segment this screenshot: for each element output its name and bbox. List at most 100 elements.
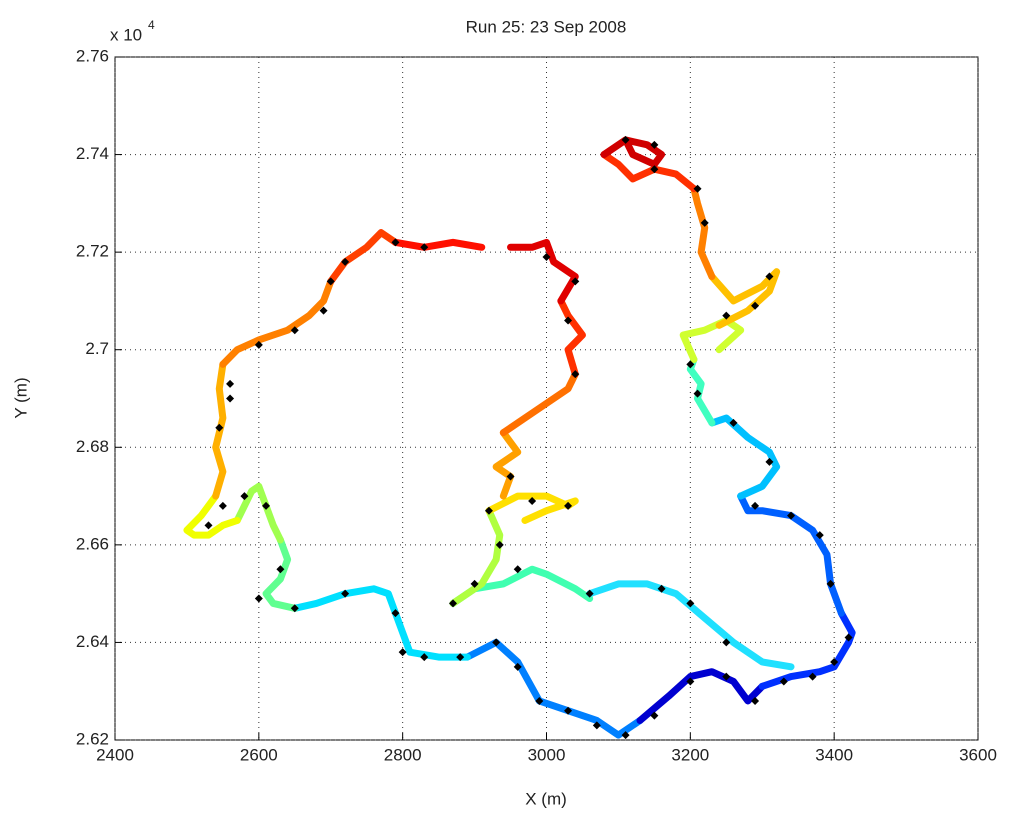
track-points	[219, 277, 335, 368]
x-tick-label: 3000	[528, 745, 566, 764]
y-multiplier: x 10	[110, 25, 142, 44]
diamond-marker	[391, 609, 400, 618]
diamond-marker	[621, 135, 630, 144]
diamond-marker	[686, 599, 695, 608]
diamond-marker	[495, 540, 504, 549]
x-axis-label: X (m)	[525, 789, 567, 808]
track-points	[737, 492, 845, 617]
diamond-marker	[276, 565, 285, 574]
diamond-marker	[751, 696, 760, 705]
diamond-marker	[686, 677, 695, 686]
diamond-marker	[564, 706, 573, 715]
diamond-marker	[787, 511, 796, 520]
diamond-marker	[592, 721, 601, 730]
track-points	[212, 360, 227, 500]
track-points	[600, 151, 698, 193]
diamond-marker	[398, 648, 407, 657]
track-points	[679, 316, 745, 363]
y-tick-label: 2.68	[76, 437, 109, 456]
y-tick-label: 2.76	[76, 46, 109, 65]
diamond-marker	[650, 711, 659, 720]
track-points	[636, 668, 766, 724]
diamond-marker	[226, 379, 235, 388]
diamond-marker	[449, 599, 458, 608]
y-tick-label: 2.74	[76, 144, 109, 163]
diamond-marker	[815, 531, 824, 540]
diamond-marker	[571, 370, 580, 379]
diamond-marker	[729, 418, 738, 427]
diamond-marker	[722, 311, 731, 320]
diamond-marker	[513, 565, 522, 574]
track-points	[262, 536, 299, 612]
diamond-marker	[513, 662, 522, 671]
diamond-marker	[240, 492, 249, 501]
track-points	[233, 482, 284, 544]
y-tick-label: 2.66	[76, 534, 109, 553]
diamond-marker	[391, 238, 400, 247]
diamond-marker	[657, 584, 666, 593]
track-points	[327, 229, 399, 285]
diamond-marker	[765, 457, 774, 466]
diamond-marker	[808, 672, 817, 681]
diamond-marker	[204, 521, 213, 530]
diamond-marker	[218, 501, 227, 510]
diamond-marker	[693, 184, 702, 193]
diamond-marker	[564, 316, 573, 325]
diamond-marker	[722, 638, 731, 647]
diamond-marker	[319, 306, 328, 315]
diamond-marker	[484, 506, 493, 515]
y-tick-label: 2.72	[76, 242, 109, 261]
diamond-marker	[830, 657, 839, 666]
diamond-marker	[456, 653, 465, 662]
track-points	[557, 297, 586, 378]
diamond-marker	[585, 589, 594, 598]
track-points	[463, 638, 644, 739]
diamond-marker	[215, 423, 224, 432]
diamond-marker	[650, 140, 659, 149]
diamond-marker	[254, 594, 263, 603]
diamond-marker	[341, 257, 350, 266]
track-points	[391, 238, 486, 251]
x-tick-label: 2800	[384, 745, 422, 764]
diamond-marker	[779, 677, 788, 686]
diamond-marker	[686, 360, 695, 369]
diamond-marker	[420, 243, 429, 252]
y-tick-label: 2.7	[85, 339, 109, 358]
diamond-marker	[564, 501, 573, 510]
track-points	[708, 268, 781, 329]
y-tick-label: 2.64	[76, 632, 109, 651]
diamond-marker	[765, 272, 774, 281]
y-tick-label: 2.62	[76, 729, 109, 748]
track-points	[758, 609, 856, 690]
diamond-marker	[290, 326, 299, 335]
diamond-marker	[226, 394, 235, 403]
chart-title: Run 25: 23 Sep 2008	[466, 17, 627, 36]
track-points	[492, 429, 522, 500]
x-tick-label: 3400	[815, 745, 853, 764]
diamond-marker	[700, 218, 709, 227]
track-points	[449, 507, 504, 607]
diamond-marker	[290, 604, 299, 613]
diamond-marker	[535, 696, 544, 705]
diamond-marker	[826, 579, 835, 588]
diamond-marker	[751, 301, 760, 310]
track-points	[183, 492, 241, 539]
diamond-marker	[262, 501, 271, 510]
x-tick-label: 3600	[959, 745, 997, 764]
diamond-marker	[492, 638, 501, 647]
diamond-marker	[506, 472, 515, 481]
x-tick-label: 2600	[240, 745, 278, 764]
diamond-marker	[254, 340, 263, 349]
diamond-marker	[693, 389, 702, 398]
diamond-marker	[722, 672, 731, 681]
diamond-marker	[844, 633, 853, 642]
diamond-marker	[420, 653, 429, 662]
diamond-marker	[341, 589, 350, 598]
diamond-marker	[470, 579, 479, 588]
diamond-marker	[650, 165, 659, 174]
diamond-marker	[621, 731, 630, 740]
track-points	[499, 370, 579, 437]
diamond-marker	[751, 501, 760, 510]
